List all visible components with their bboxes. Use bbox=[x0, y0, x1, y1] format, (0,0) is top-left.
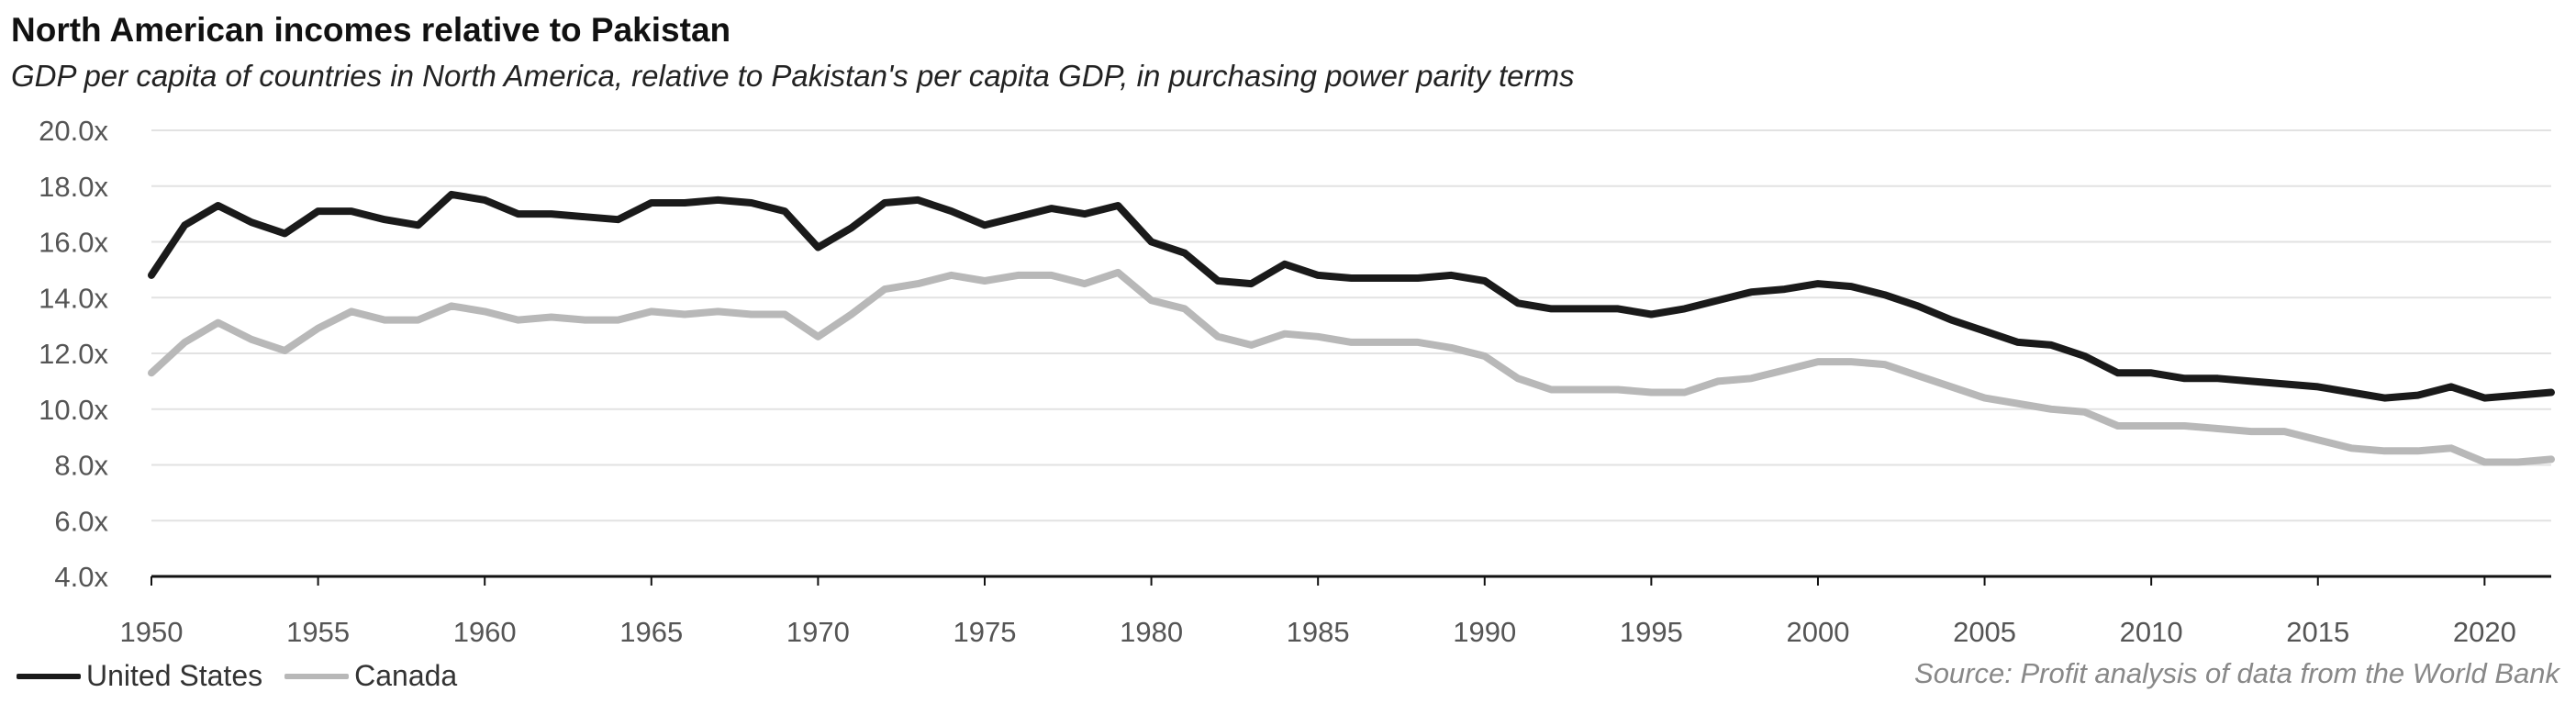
legend-label-canada: Canada bbox=[354, 659, 458, 692]
y-tick-label: 6.0x bbox=[54, 505, 108, 537]
x-tick-label: 2015 bbox=[2286, 616, 2349, 648]
legend-item-united-states: United States bbox=[17, 659, 262, 693]
legend: United States Canada bbox=[17, 659, 457, 693]
x-tick-label: 1995 bbox=[1620, 616, 1683, 648]
y-tick-label: 16.0x bbox=[39, 227, 108, 259]
gridlines bbox=[151, 129, 2551, 522]
x-tick-label: 1980 bbox=[1120, 616, 1183, 648]
x-tick-label: 1990 bbox=[1453, 616, 1516, 648]
x-tick-label: 2000 bbox=[1786, 616, 1849, 648]
x-tick-label: 2010 bbox=[2120, 616, 2183, 648]
x-tick-label: 1955 bbox=[286, 616, 350, 648]
y-tick-label: 10.0x bbox=[39, 394, 108, 426]
x-tick-label: 1950 bbox=[120, 616, 184, 648]
chart-subtitle: GDP per capita of countries in North Ame… bbox=[11, 59, 1575, 93]
x-tick-label: 1975 bbox=[953, 616, 1017, 648]
x-tick-label: 2020 bbox=[2453, 616, 2516, 648]
y-tick-label: 20.0x bbox=[39, 115, 108, 147]
x-tick-label: 1965 bbox=[619, 616, 683, 648]
series-line-united-states bbox=[148, 190, 2555, 402]
legend-label-united-states: United States bbox=[86, 659, 263, 692]
x-tick-label: 1985 bbox=[1287, 616, 1350, 648]
x-tick-label: 1960 bbox=[453, 616, 517, 648]
x-axis-ticks: 1950 1955 1960 1965 1970 1975 1980 1985 1990 1995… bbox=[120, 576, 2516, 648]
source-note: Source: Profit analysis of data from the… bbox=[1914, 657, 2559, 689]
legend-swatch-united-states bbox=[17, 673, 81, 679]
y-tick-label: 8.0x bbox=[54, 450, 108, 482]
y-axis-ticks: 4.0x 6.0x 8.0x 10.0x 12.0x 14.0x 16.0x 18.0x 20.… bbox=[39, 115, 108, 593]
series-line-canada bbox=[148, 268, 2555, 466]
chart-title: North American incomes relative to Pakis… bbox=[11, 11, 731, 49]
x-tick-label: 2005 bbox=[1953, 616, 2016, 648]
x-tick-label: 1970 bbox=[786, 616, 850, 648]
y-tick-label: 12.0x bbox=[39, 338, 108, 370]
legend-swatch-canada bbox=[284, 673, 350, 679]
series-lines bbox=[148, 190, 2555, 466]
y-tick-label: 14.0x bbox=[39, 282, 108, 314]
y-tick-label: 18.0x bbox=[39, 171, 108, 203]
legend-item-canada: Canada bbox=[284, 659, 457, 693]
y-tick-label: 4.0x bbox=[54, 561, 108, 593]
